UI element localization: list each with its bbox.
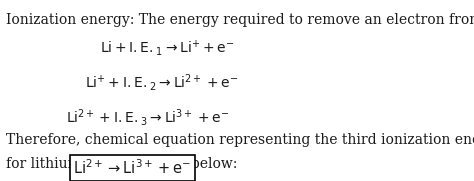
Text: $\mathrm{Li^{+}+I.E._{2}\rightarrow Li^{2+}+e^{-}}$: $\mathrm{Li^{+}+I.E._{2}\rightarrow Li^{…: [85, 72, 238, 93]
Text: $\mathrm{Li+I.E._{1}\rightarrow Li^{+}+e^{-}}$: $\mathrm{Li+I.E._{1}\rightarrow Li^{+}+e…: [100, 38, 234, 58]
Text: $\mathrm{Li^{2+}+I.E._{3}\rightarrow Li^{3+}+e^{-}}$: $\mathrm{Li^{2+}+I.E._{3}\rightarrow Li^…: [66, 107, 229, 128]
Text: Ionization energy: The energy required to remove an electron from an atom.: Ionization energy: The energy required t…: [6, 13, 474, 27]
Text: $\mathrm{Li^{2+}\rightarrow Li^{3+}+e^{-}}$: $\mathrm{Li^{2+}\rightarrow Li^{3+}+e^{-…: [73, 159, 192, 177]
Text: for lithium atom is shown below:: for lithium atom is shown below:: [6, 157, 237, 171]
Text: Therefore, chemical equation representing the third ionization energy: Therefore, chemical equation representin…: [6, 133, 474, 147]
